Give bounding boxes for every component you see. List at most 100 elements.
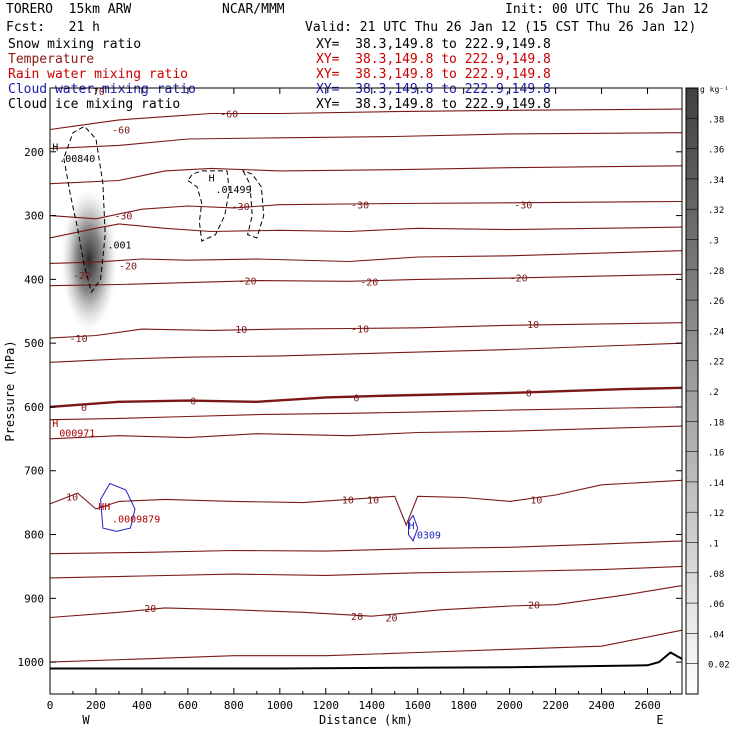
x-tick-label: 800 bbox=[224, 699, 244, 712]
isotherm-label: -20 bbox=[73, 271, 91, 282]
y-tick-label: 600 bbox=[24, 401, 44, 414]
colorbar-tick-label: .26 bbox=[708, 297, 724, 307]
isotherm-label: -30 bbox=[351, 201, 369, 212]
legend-label-temperature: Temperature bbox=[8, 52, 95, 67]
header-center: NCAR/MMM bbox=[222, 2, 285, 17]
legend-xy-temperature: XY= 38.3,149.8 to 222.9,149.8 bbox=[316, 52, 551, 67]
legend-label-cloud-water: Cloud water mixing ratio bbox=[8, 82, 196, 97]
temperature-isotherm--40 bbox=[49, 165, 683, 185]
temperature-isotherm-unlabeled bbox=[49, 565, 683, 579]
extremum-annotation: H bbox=[209, 173, 215, 184]
cloud-ice-contour bbox=[241, 170, 265, 239]
isotherm-label: 10 bbox=[367, 495, 379, 506]
header-model: TORERO 15km ARW bbox=[6, 2, 132, 17]
legend-label-snow: Snow mixing ratio bbox=[8, 37, 142, 52]
y-tick-label: 1000 bbox=[18, 656, 45, 669]
colorbar-tick-label: .32 bbox=[708, 206, 724, 216]
legend-label-rain: Rain water mixing ratio bbox=[8, 67, 189, 82]
temperature-isotherm--20 bbox=[49, 250, 683, 264]
temperature-isotherm--10 bbox=[49, 322, 683, 339]
isotherm-label: 20 bbox=[351, 612, 363, 623]
x-tick-label: 1800 bbox=[450, 699, 477, 712]
temperature-isotherm-unlabeled bbox=[49, 540, 683, 555]
colorbar-tick-label: .2 bbox=[708, 388, 719, 398]
x-tick-label: 0 bbox=[47, 699, 54, 712]
extremum-annotation: .01499 bbox=[215, 185, 251, 196]
isotherm-label: 10 bbox=[342, 495, 354, 506]
temperature-isotherm--10 bbox=[49, 342, 683, 363]
terrain-line bbox=[50, 651, 683, 670]
isotherm-label: -30 bbox=[514, 201, 532, 212]
isotherm-label: 10 bbox=[530, 495, 542, 506]
x-tick-label: 1400 bbox=[358, 699, 385, 712]
legend-xy-rain: XY= 38.3,149.8 to 222.9,149.8 bbox=[316, 67, 551, 82]
isotherm-label: -10 bbox=[70, 334, 88, 345]
isotherm-label: 0 bbox=[190, 397, 196, 408]
temperature-isotherm-0 bbox=[49, 425, 683, 440]
colorbar-tick-label: .3 bbox=[708, 237, 719, 247]
y-tick-label: 900 bbox=[24, 592, 44, 605]
extremum-annotation: .001 bbox=[107, 240, 131, 251]
temperature-isotherm--60 bbox=[49, 108, 683, 131]
y-tick-label: 200 bbox=[24, 146, 44, 159]
isotherm-label: -20 bbox=[119, 261, 137, 272]
x-tick-label: 1600 bbox=[404, 699, 431, 712]
y-tick-label: 700 bbox=[24, 465, 44, 478]
isotherm-label: -10 bbox=[229, 325, 247, 336]
x-tick-label: 400 bbox=[132, 699, 152, 712]
plot-frame bbox=[49, 87, 683, 695]
y-tick-label: 400 bbox=[24, 273, 44, 286]
colorbar-tick-label: .08 bbox=[708, 570, 724, 580]
isotherm-label: 0 bbox=[353, 393, 359, 404]
isotherm-label: -30 bbox=[232, 202, 250, 213]
temperature-isotherm-10 bbox=[49, 479, 683, 527]
cloud-water-contour bbox=[100, 482, 136, 532]
legend-xy-snow: XY= 38.3,149.8 to 222.9,149.8 bbox=[316, 37, 551, 52]
colorbar-tick-label: .34 bbox=[708, 176, 724, 186]
colorbar-tick-label: .14 bbox=[708, 479, 724, 489]
y-tick-label: 300 bbox=[24, 210, 44, 223]
isotherm-label: -20 bbox=[360, 277, 378, 288]
colorbar-tick-label: .12 bbox=[708, 509, 724, 519]
cloud-water-contour bbox=[408, 514, 419, 542]
cloud-ice-contour bbox=[187, 170, 230, 242]
x-end-label-west: W bbox=[82, 713, 90, 727]
temperature-isotherm-unlabeled bbox=[49, 406, 683, 421]
y-tick-label: 800 bbox=[24, 529, 44, 542]
colorbar-tick-label: .18 bbox=[708, 418, 724, 428]
temperature-isotherm--50 bbox=[49, 132, 683, 150]
temperature-isotherm-20 bbox=[49, 585, 683, 619]
legend-xy-cloud-water: XY= 38.3,149.8 to 222.9,149.8 bbox=[316, 82, 551, 97]
extremum-annotation: .0009879 bbox=[112, 515, 160, 526]
colorbar-tick-label: .36 bbox=[708, 146, 724, 156]
isotherm-label: -60 bbox=[220, 110, 238, 121]
isotherm-label: 0 bbox=[526, 388, 532, 399]
x-tick-label: 200 bbox=[86, 699, 106, 712]
extremum-annotation: HH bbox=[98, 502, 110, 513]
x-tick-label: 2400 bbox=[588, 699, 615, 712]
colorbar-units: g kg⁻¹ bbox=[700, 85, 729, 94]
colorbar-tick-label: .22 bbox=[708, 358, 724, 368]
extremum-annotation: .0309 bbox=[411, 531, 441, 542]
colorbar-tick-label: .24 bbox=[708, 327, 724, 337]
header-valid: Valid: 21 UTC Thu 26 Jan 12 (15 CST Thu … bbox=[305, 20, 697, 35]
isotherm-label: 0 bbox=[81, 403, 87, 414]
header-fcst: Fcst: 21 h bbox=[6, 20, 100, 35]
temperature-isotherm--30 bbox=[49, 200, 683, 220]
extremum-annotation: .00840 bbox=[59, 154, 95, 165]
colorbar-tick-label: .28 bbox=[708, 267, 724, 277]
isotherm-label: 10 bbox=[66, 492, 78, 503]
isotherm-label: -10 bbox=[521, 320, 539, 331]
x-tick-label: 2600 bbox=[634, 699, 661, 712]
legend-xy-cloud-ice: XY= 38.3,149.8 to 222.9,149.8 bbox=[316, 97, 551, 112]
extremum-annotation: 000971 bbox=[59, 428, 95, 439]
isotherm-label: 20 bbox=[386, 613, 398, 624]
x-tick-label: 2200 bbox=[542, 699, 569, 712]
isotherm-label: -30 bbox=[114, 212, 132, 223]
x-tick-label: 2000 bbox=[496, 699, 523, 712]
x-tick-label: 1200 bbox=[313, 699, 340, 712]
isotherm-label: 20 bbox=[528, 601, 540, 612]
legend-label-cloud-ice: Cloud ice mixing ratio bbox=[8, 97, 181, 112]
temperature-isotherm-0 bbox=[49, 386, 683, 409]
